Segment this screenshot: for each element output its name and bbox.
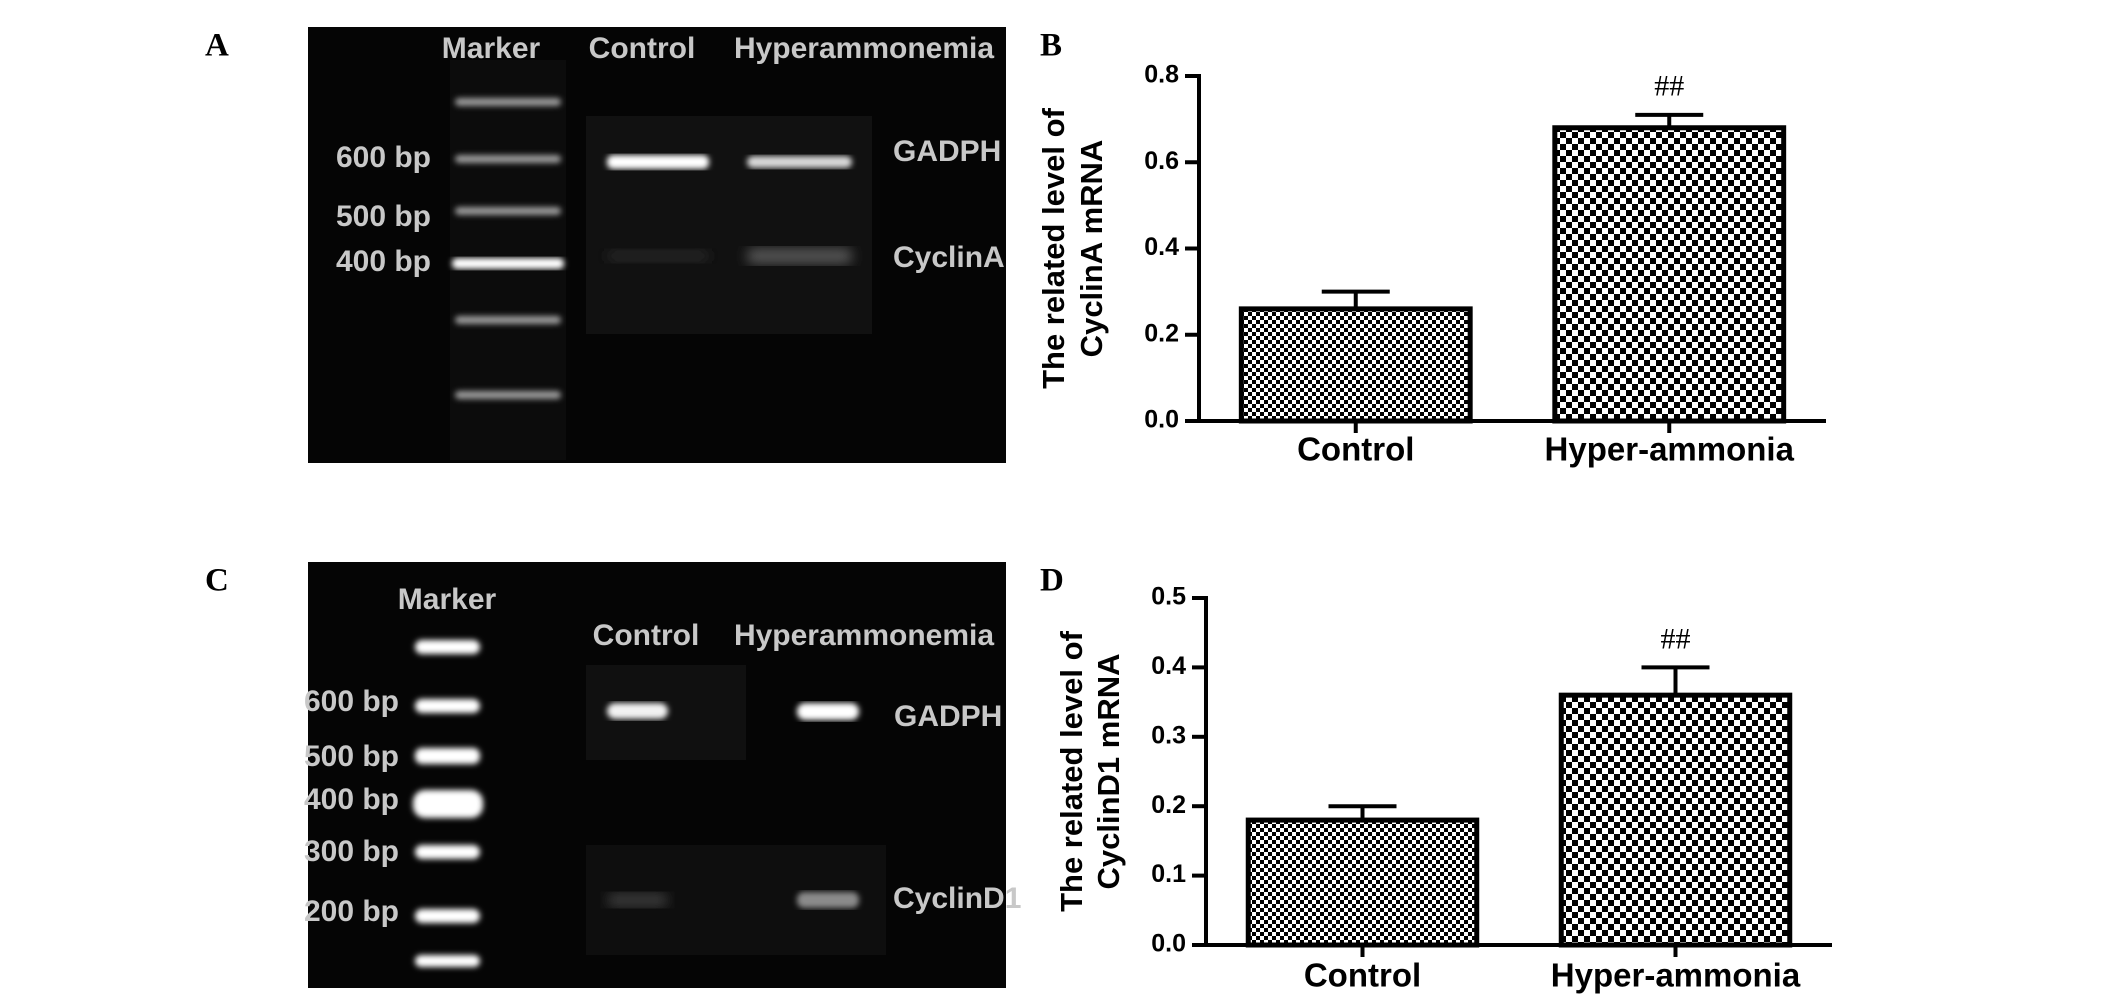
y-tick-label: 0.2 [1151, 791, 1186, 819]
lane-label: Marker [398, 583, 497, 616]
y-tick-label: 0.0 [1144, 406, 1179, 434]
ladder-label: 500 bp [304, 740, 399, 773]
y-tick-label: 0.0 [1151, 930, 1186, 958]
panel-label: D [1040, 563, 1064, 599]
y-axis-label: CyclinD1 mRNA [1091, 654, 1126, 890]
y-tick-label: 0.8 [1144, 61, 1179, 89]
panel-label: C [205, 563, 229, 599]
gel-image [308, 27, 1006, 463]
x-tick-label: Control [1297, 431, 1414, 468]
gene-label: CyclinD1 [893, 882, 1021, 915]
ladder-label: 600 bp [304, 685, 399, 718]
x-tick-label: Hyper-ammonia [1551, 957, 1801, 994]
lane-label: Hyperammonemia [734, 619, 994, 652]
y-tick-label: 0.1 [1151, 860, 1186, 888]
lane-label: Control [593, 619, 700, 652]
y-tick-label: 0.6 [1144, 147, 1179, 175]
panel-label: A [205, 28, 229, 64]
ladder-label: 300 bp [304, 835, 399, 868]
lane-label: Marker [442, 32, 541, 65]
gene-label: CyclinA [893, 241, 1005, 274]
y-tick-label: 0.4 [1151, 652, 1186, 680]
lane-label: Hyperammonemia [734, 32, 994, 65]
gene-label: GADPH [893, 135, 1001, 168]
ladder-label: 400 bp [336, 245, 431, 278]
bar [1552, 125, 1787, 424]
x-tick-label: Hyper-ammonia [1545, 431, 1795, 468]
y-tick-label: 0.5 [1151, 583, 1186, 611]
y-tick-label: 0.2 [1144, 319, 1179, 347]
bar [1245, 817, 1480, 948]
x-tick-label: Control [1304, 957, 1421, 994]
annotation: ## [1654, 70, 1684, 103]
bar [1558, 692, 1793, 948]
gel-image [308, 562, 1006, 988]
y-axis-label: CyclinA mRNA [1074, 140, 1109, 358]
ladder-label: 200 bp [304, 895, 399, 928]
bar [1238, 306, 1473, 424]
y-axis-label: The related level of [1054, 630, 1089, 911]
y-tick-label: 0.4 [1144, 233, 1179, 261]
ladder-label: 400 bp [304, 783, 399, 816]
y-tick-label: 0.3 [1151, 721, 1186, 749]
ladder-label: 600 bp [336, 141, 431, 174]
y-axis-label: The related level of [1036, 107, 1071, 388]
gene-label: GADPH [894, 700, 1002, 733]
panel-label: B [1040, 28, 1062, 64]
ladder-label: 500 bp [336, 200, 431, 233]
annotation: ## [1661, 622, 1691, 655]
lane-label: Control [589, 32, 696, 65]
